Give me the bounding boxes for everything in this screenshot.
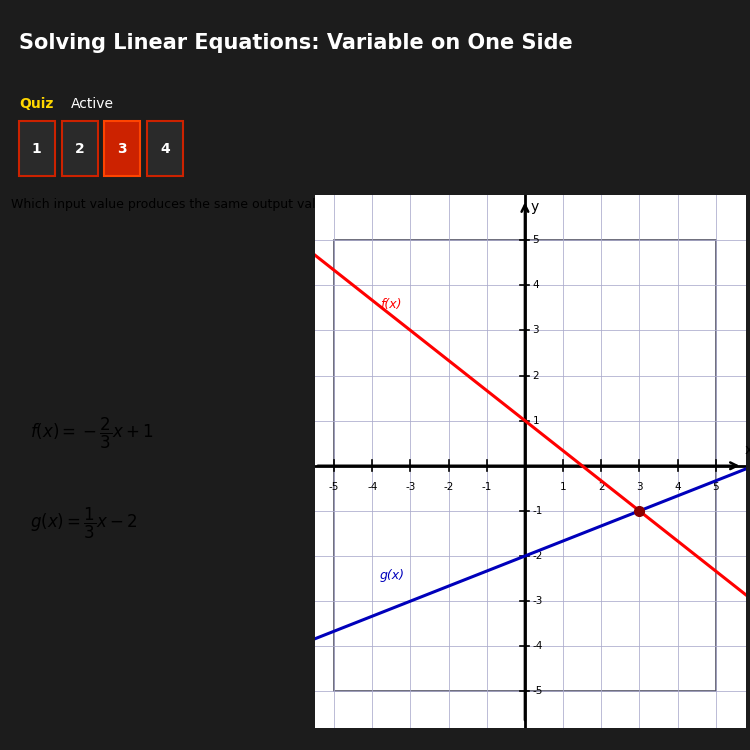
Text: 1: 1 <box>532 416 539 426</box>
Text: 4: 4 <box>532 280 539 290</box>
Text: 2: 2 <box>532 370 539 380</box>
Text: 5: 5 <box>712 482 719 491</box>
FancyBboxPatch shape <box>19 122 55 176</box>
Text: 1: 1 <box>560 482 566 491</box>
Text: 1: 1 <box>32 142 42 156</box>
FancyBboxPatch shape <box>147 122 183 176</box>
Text: y: y <box>530 200 538 214</box>
Text: 3: 3 <box>118 142 127 156</box>
Text: 3: 3 <box>532 326 539 335</box>
Text: 2: 2 <box>598 482 604 491</box>
Text: -2: -2 <box>532 551 543 561</box>
Text: -3: -3 <box>405 482 416 491</box>
Text: -1: -1 <box>482 482 492 491</box>
Text: 2: 2 <box>75 142 85 156</box>
Text: -5: -5 <box>532 686 543 697</box>
FancyBboxPatch shape <box>62 122 98 176</box>
Text: $f(x) = -\dfrac{2}{3}x + 1$: $f(x) = -\dfrac{2}{3}x + 1$ <box>30 416 154 451</box>
Text: g(x): g(x) <box>380 568 405 581</box>
Text: -2: -2 <box>443 482 454 491</box>
Text: 4: 4 <box>674 482 681 491</box>
Text: 4: 4 <box>160 142 170 156</box>
Text: $g(x) = \dfrac{1}{3}x - 2$: $g(x) = \dfrac{1}{3}x - 2$ <box>30 506 138 541</box>
Text: -4: -4 <box>367 482 377 491</box>
Text: Solving Linear Equations: Variable on One Side: Solving Linear Equations: Variable on On… <box>19 33 572 53</box>
Text: -5: -5 <box>329 482 339 491</box>
Text: f(x): f(x) <box>380 298 401 310</box>
Text: x: x <box>744 442 750 457</box>
Text: -1: -1 <box>532 506 543 516</box>
Text: -4: -4 <box>532 641 543 651</box>
Text: Quiz: Quiz <box>19 98 53 112</box>
Text: 5: 5 <box>532 236 539 245</box>
FancyBboxPatch shape <box>104 122 140 176</box>
Bar <box>334 240 716 692</box>
Text: -3: -3 <box>532 596 543 606</box>
Text: 3: 3 <box>636 482 643 491</box>
Text: Active: Active <box>71 98 114 112</box>
Text: Which input value produces the same output value for the two functions on the gr: Which input value produces the same outp… <box>11 198 535 211</box>
